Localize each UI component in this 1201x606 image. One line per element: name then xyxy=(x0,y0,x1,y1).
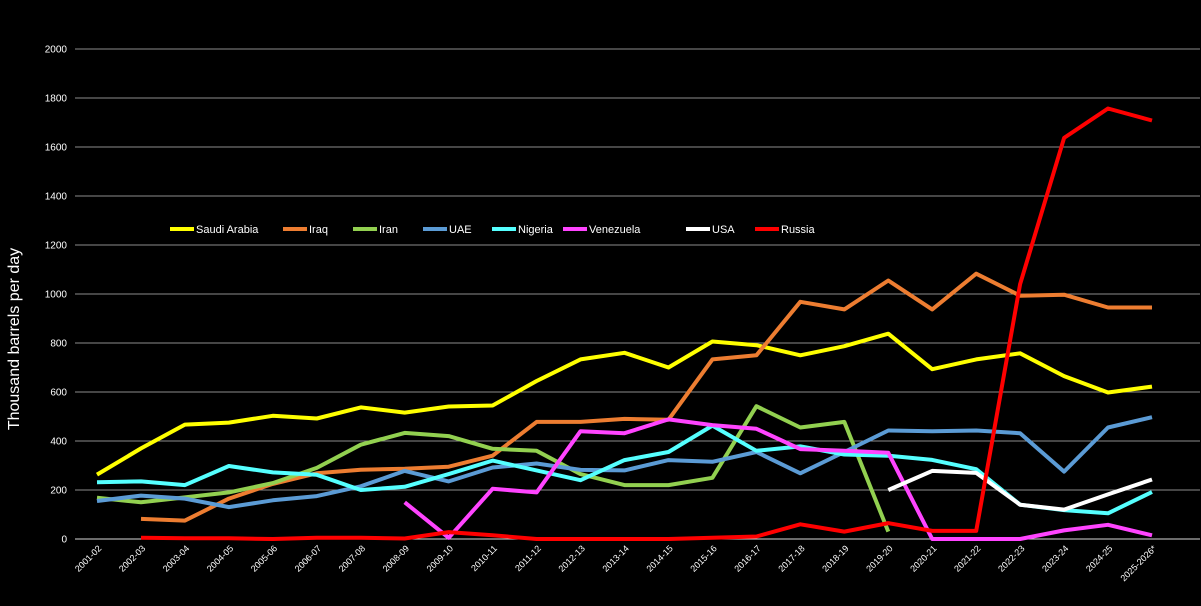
x-tick-label: 2007-08 xyxy=(337,543,367,573)
legend-label: USA xyxy=(712,224,735,236)
legend-item: Nigeria xyxy=(492,224,554,236)
x-tick-label: 2018-19 xyxy=(820,543,850,573)
x-tick-label: 2006-07 xyxy=(293,543,323,573)
legend-label: Iraq xyxy=(309,224,328,236)
y-tick-label: 200 xyxy=(50,486,67,497)
x-tick-label: 2014-15 xyxy=(644,543,674,573)
y-tick-label: 0 xyxy=(61,535,67,546)
x-tick-label: 2009-10 xyxy=(425,543,455,573)
x-tick-label: 2001-02 xyxy=(73,543,103,573)
legend-item: USA xyxy=(686,224,735,236)
legend-item: Venezuela xyxy=(563,224,641,236)
legend-label: Venezuela xyxy=(589,224,641,236)
series-line-iran xyxy=(96,404,891,533)
x-tick-label: 2013-14 xyxy=(600,543,630,573)
series-line-venezuela xyxy=(403,417,1153,541)
y-tick-label: 1200 xyxy=(45,241,68,252)
x-tick-label: 2015-16 xyxy=(688,543,718,573)
x-tick-label: 2025-2026* xyxy=(1118,543,1158,583)
y-tick-label: 400 xyxy=(50,437,67,448)
legend-label: Russia xyxy=(781,224,816,236)
series-line-russia xyxy=(140,106,1153,541)
legend-label: UAE xyxy=(449,224,472,236)
legend-label: Saudi Arabia xyxy=(196,224,259,236)
x-tick-label: 2024-25 xyxy=(1084,543,1114,573)
x-tick-label: 2019-20 xyxy=(864,543,894,573)
x-tick-label: 2020-21 xyxy=(908,543,938,573)
y-tick-label: 1400 xyxy=(45,192,68,203)
legend-label: Nigeria xyxy=(518,224,554,236)
legend-item: UAE xyxy=(423,224,472,236)
legend-label: Iran xyxy=(379,224,398,236)
x-tick-label: 2003-04 xyxy=(161,543,191,573)
legend-item: Saudi Arabia xyxy=(170,224,259,236)
x-tick-label: 2023-24 xyxy=(1040,543,1070,573)
y-axis-label: Thousand barrels per day xyxy=(6,248,23,430)
y-tick-label: 800 xyxy=(50,339,67,350)
legend-item: Russia xyxy=(755,224,816,236)
series-line-uae xyxy=(96,415,1153,510)
x-tick-label: 2008-09 xyxy=(381,543,411,573)
y-tick-label: 1600 xyxy=(45,143,68,154)
x-tick-label: 2016-17 xyxy=(732,543,762,573)
series-line-saudi-arabia xyxy=(95,331,1153,477)
x-tick-label: 2004-05 xyxy=(205,543,235,573)
x-tick-label: 2022-23 xyxy=(996,543,1026,573)
y-tick-label: 1000 xyxy=(45,290,68,301)
y-tick-label: 600 xyxy=(50,388,67,399)
x-tick-label: 2010-11 xyxy=(469,543,499,573)
x-tick-label: 2005-06 xyxy=(249,543,279,573)
y-tick-label: 1800 xyxy=(45,94,68,105)
series-line-usa xyxy=(887,468,1153,512)
legend-item: Iraq xyxy=(283,224,328,236)
x-tick-label: 2011-12 xyxy=(513,543,543,573)
legend-item: Iran xyxy=(353,224,398,236)
x-tick-label: 2021-22 xyxy=(952,543,982,573)
y-tick-label: 2000 xyxy=(45,45,68,56)
x-tick-label: 2017-18 xyxy=(776,543,806,573)
x-tick-label: 2002-03 xyxy=(117,543,147,573)
series-line-nigeria xyxy=(96,423,1153,516)
x-tick-label: 2012-13 xyxy=(557,543,587,573)
